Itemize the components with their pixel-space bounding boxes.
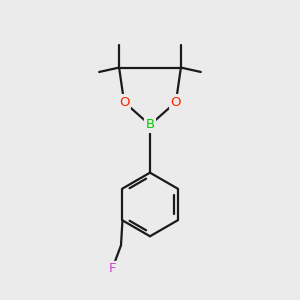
- Text: B: B: [146, 118, 154, 131]
- Text: O: O: [171, 95, 181, 109]
- Text: O: O: [119, 95, 129, 109]
- Text: F: F: [108, 262, 116, 275]
